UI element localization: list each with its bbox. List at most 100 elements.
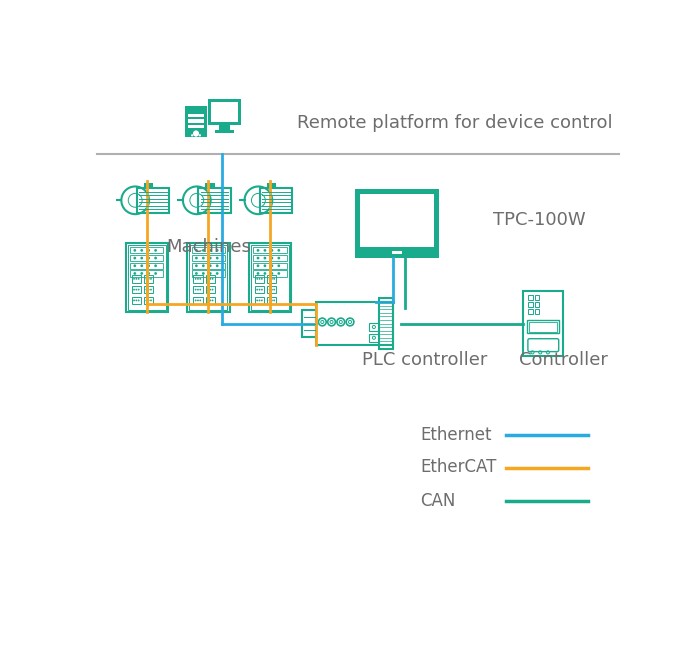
Circle shape [216,256,218,260]
Circle shape [209,256,211,260]
Circle shape [133,299,135,301]
Circle shape [269,299,271,301]
Bar [260,188,292,213]
Circle shape [259,289,260,291]
Bar [144,275,154,283]
Circle shape [200,289,201,291]
Circle shape [195,272,198,275]
Bar [192,263,225,269]
Bar [215,130,234,132]
Circle shape [135,289,138,291]
Circle shape [259,299,260,301]
Circle shape [147,256,150,260]
Bar [527,320,560,334]
Circle shape [195,256,198,260]
Circle shape [259,278,260,280]
Circle shape [197,278,199,280]
Text: Controller: Controller [519,350,607,369]
Bar [131,247,163,254]
Bar [369,334,379,341]
Bar [392,251,402,254]
Circle shape [191,134,193,136]
Circle shape [147,272,150,275]
Circle shape [271,256,273,260]
Circle shape [133,289,135,291]
Circle shape [257,249,260,252]
Text: CAN: CAN [420,491,456,509]
Circle shape [193,130,199,136]
Circle shape [147,249,150,252]
Bar [355,189,439,258]
Circle shape [200,299,201,301]
Circle shape [271,264,273,267]
Bar [208,99,241,125]
Bar [144,286,154,293]
Bar [379,299,393,349]
Bar [193,286,202,293]
Circle shape [271,249,273,252]
Bar [192,271,225,276]
Bar [192,247,225,254]
Circle shape [271,272,273,275]
Bar [132,297,141,304]
Circle shape [154,256,157,260]
Bar [219,125,230,131]
Circle shape [150,289,152,291]
Bar [131,271,163,276]
Circle shape [271,289,273,291]
Bar [131,255,163,261]
Bar [192,255,225,261]
Text: PLC controller: PLC controller [362,350,488,369]
Circle shape [148,299,149,301]
Circle shape [256,299,258,301]
Circle shape [269,289,271,291]
Bar [185,106,207,137]
Circle shape [271,278,273,280]
Circle shape [145,278,147,280]
Bar [535,302,540,307]
Bar [193,275,202,283]
Bar [253,247,286,254]
Circle shape [135,299,138,301]
Bar [144,297,154,304]
Circle shape [133,278,135,280]
Circle shape [148,289,149,291]
Circle shape [148,278,149,280]
Circle shape [256,289,258,291]
Circle shape [138,299,140,301]
Bar [131,263,163,269]
Bar [206,297,215,304]
Circle shape [261,278,262,280]
Circle shape [273,299,275,301]
Bar [267,297,276,304]
Circle shape [200,278,201,280]
Bar [253,263,286,269]
Circle shape [195,134,197,136]
Bar [128,245,165,310]
Text: Ethernet: Ethernet [420,426,491,444]
Circle shape [195,249,198,252]
Circle shape [195,299,197,301]
Bar [302,310,316,337]
Circle shape [197,289,199,291]
Circle shape [202,256,205,260]
Circle shape [150,278,152,280]
Bar [535,295,540,300]
Circle shape [257,272,260,275]
Bar [188,125,204,128]
Bar [267,275,276,283]
Bar [188,114,204,117]
Circle shape [135,278,138,280]
Bar [253,271,286,276]
Circle shape [138,278,140,280]
Bar [251,245,289,310]
Text: Machines: Machines [166,238,251,256]
Bar [360,194,434,247]
Bar [205,182,214,188]
Bar [528,310,533,314]
Bar [255,297,264,304]
Circle shape [197,299,199,301]
Bar [198,188,230,213]
Circle shape [277,264,280,267]
Bar [524,291,563,356]
